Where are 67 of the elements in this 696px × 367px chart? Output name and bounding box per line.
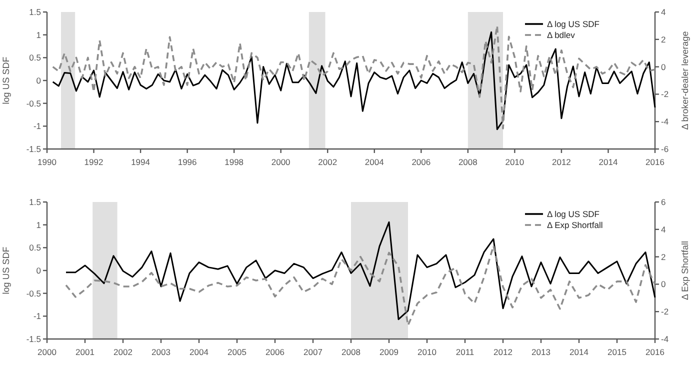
x-tick-label: 2001 xyxy=(76,347,95,357)
x-tick-label: 2008 xyxy=(342,347,361,357)
y-axis-title: log US SDF xyxy=(1,246,11,294)
x-tick-label: 2006 xyxy=(412,157,431,167)
x-tick-label: 1990 xyxy=(38,157,57,167)
y-tick-label: 0 xyxy=(36,76,42,86)
x-tick-label: 2008 xyxy=(458,157,478,167)
legend-label: Δ bdlev xyxy=(547,30,576,40)
x-tick-label: 2016 xyxy=(646,157,665,167)
y2-tick-label: 0 xyxy=(661,279,666,290)
y-tick-label: 1.5 xyxy=(29,7,42,17)
y-tick-label: -1.5 xyxy=(26,334,42,344)
legend-label: Δ Exp Shortfall xyxy=(547,220,603,230)
x-tick-label: 2013 xyxy=(532,347,551,357)
y-axis-title: log US SDF xyxy=(1,56,11,104)
y-tick-label: -1 xyxy=(33,311,42,322)
y2-tick-label: 4 xyxy=(661,224,666,234)
y2-tick-label: 0 xyxy=(661,62,666,72)
x-tick-label: 2014 xyxy=(570,347,589,357)
x-tick-label: 2012 xyxy=(552,157,572,167)
y2-tick-label: -6 xyxy=(661,144,669,154)
x-tick-label: 2006 xyxy=(266,347,285,357)
y-tick-label: 1.5 xyxy=(29,197,42,207)
x-tick-label: 2005 xyxy=(228,347,247,357)
x-tick-label: 1996 xyxy=(178,157,198,167)
y-tick-label: 0 xyxy=(36,266,42,276)
y2-tick-label: 4 xyxy=(661,7,666,17)
y-tick-label: 1 xyxy=(36,220,42,230)
legend-label: Δ log US SDF xyxy=(547,19,600,29)
x-tick-label: 1998 xyxy=(224,157,244,167)
y-tick-label: 1 xyxy=(36,30,42,40)
y2-tick-label: 2 xyxy=(661,34,666,44)
y-tick-label: -1 xyxy=(33,121,42,132)
x-tick-label: 2014 xyxy=(598,157,618,167)
x-tick-label: 2003 xyxy=(152,347,171,357)
y-tick-label: 0.5 xyxy=(29,242,42,253)
y-tick-label: -1.5 xyxy=(26,144,42,154)
x-tick-label: 2002 xyxy=(114,347,133,357)
x-tick-label: 2012 xyxy=(494,347,513,357)
y2-tick-label: -2 xyxy=(661,89,669,100)
y2-tick-label: 2 xyxy=(661,252,666,262)
x-tick-label: 2010 xyxy=(505,157,524,167)
y2-tick-label: -4 xyxy=(661,334,669,344)
x-tick-label: 1992 xyxy=(84,157,104,167)
x-tick-label: 2011 xyxy=(456,347,474,357)
x-tick-label: 2000 xyxy=(271,157,291,167)
y-tick-label: 0.5 xyxy=(29,52,42,63)
x-tick-label: 2010 xyxy=(418,347,437,357)
x-tick-label: 1994 xyxy=(131,157,150,167)
y-tick-label: -0.5 xyxy=(26,288,42,298)
x-tick-label: 2007 xyxy=(304,347,323,357)
line-series xyxy=(65,244,656,326)
y2-tick-label: -2 xyxy=(661,306,669,317)
x-tick-label: 2015 xyxy=(608,347,627,357)
legend-label: Δ log US SDF xyxy=(547,209,600,219)
x-tick-label: 2016 xyxy=(646,347,665,357)
y2-axis-title: Δ broker-dealer leverage xyxy=(680,31,690,130)
line-series xyxy=(65,221,656,320)
y2-tick-label: 6 xyxy=(661,197,666,207)
y2-axis-title: Δ Exp Shortfall xyxy=(680,240,690,300)
x-tick-label: 2004 xyxy=(364,157,384,167)
y2-tick-label: -4 xyxy=(661,116,669,127)
x-tick-label: 2000 xyxy=(38,347,57,357)
x-tick-label: 2004 xyxy=(190,347,209,357)
y-tick-label: -0.5 xyxy=(26,98,42,108)
x-tick-label: 2009 xyxy=(380,347,399,357)
x-tick-label: 2002 xyxy=(318,157,338,167)
